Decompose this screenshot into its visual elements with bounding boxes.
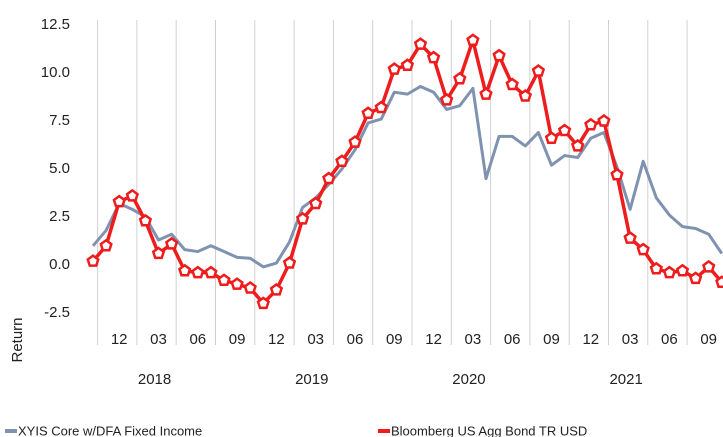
x-tick-label: 06 — [189, 331, 206, 348]
x-tick-label: 06 — [347, 331, 364, 348]
y-tick-label: 10.0 — [41, 64, 70, 81]
marker — [348, 135, 362, 148]
x-tick-label: 12 — [425, 331, 442, 348]
marker — [361, 106, 375, 120]
marker — [243, 280, 257, 294]
marker — [688, 271, 703, 285]
x-tick-label: 03 — [622, 331, 639, 348]
marker — [400, 58, 415, 72]
marker — [439, 92, 454, 106]
marker — [138, 213, 153, 227]
marker — [479, 87, 493, 100]
marker — [125, 188, 140, 202]
series-line — [91, 84, 723, 269]
legend-label: Bloomberg US Agg Bond TR USD — [391, 423, 587, 437]
x-tick-label: 09 — [543, 331, 560, 348]
marker — [99, 238, 113, 252]
marker — [282, 256, 297, 269]
marker — [374, 100, 388, 114]
marker — [597, 113, 611, 127]
marker — [191, 265, 205, 279]
marker — [308, 196, 323, 210]
marker — [204, 265, 218, 279]
legend-label: XYIS Core w/DFA Fixed Income — [18, 423, 202, 437]
marker — [557, 123, 572, 137]
x-tick-label: 12 — [268, 331, 285, 348]
marker — [295, 211, 310, 225]
marker — [623, 231, 637, 244]
marker — [662, 265, 677, 279]
marker — [230, 277, 244, 290]
marker — [570, 138, 585, 152]
marker — [610, 167, 624, 181]
x-tick-label: 03 — [150, 331, 167, 348]
y-tick-label: -2.5 — [44, 304, 70, 321]
x-tick-label: 09 — [700, 331, 717, 348]
marker — [505, 77, 519, 91]
x-tick-label: 06 — [661, 331, 678, 348]
x-tick-label: 12 — [111, 331, 128, 348]
y-tick-label: 7.5 — [49, 112, 70, 129]
marker — [112, 194, 126, 208]
x-tick-label: 12 — [582, 331, 599, 348]
marker — [701, 259, 716, 273]
marker — [584, 117, 598, 131]
marker — [675, 263, 690, 277]
marker — [217, 273, 231, 287]
x-tick-label: 09 — [229, 331, 246, 348]
marker — [649, 261, 664, 275]
y-tick-label: 2.5 — [49, 208, 70, 225]
marker — [151, 246, 166, 260]
marker — [413, 37, 428, 50]
marker — [322, 171, 336, 185]
marker — [715, 275, 723, 288]
y-tick-label: 12.5 — [41, 16, 70, 33]
marker — [387, 62, 402, 75]
y-tick-label: 5.0 — [49, 160, 70, 177]
marker — [518, 88, 533, 102]
year-label: 2021 — [609, 371, 642, 388]
marker — [164, 236, 179, 250]
marker — [492, 48, 506, 62]
series-line — [91, 38, 723, 306]
y-tick-label: 0.0 — [49, 256, 70, 273]
marker — [269, 282, 284, 296]
year-label: 2018 — [138, 371, 171, 388]
marker — [453, 71, 467, 85]
marker — [466, 33, 480, 47]
x-tick-label: 06 — [504, 331, 521, 348]
marker — [256, 296, 271, 310]
marker — [86, 254, 100, 267]
marker — [544, 131, 559, 144]
x-tick-label: 09 — [386, 331, 403, 348]
y-axis-label: Return — [9, 317, 26, 362]
year-label: 2019 — [295, 371, 328, 388]
year-label: 2020 — [452, 371, 485, 388]
marker — [177, 263, 192, 277]
x-tick-label: 03 — [307, 331, 324, 348]
marker — [531, 64, 546, 77]
marker — [636, 242, 650, 256]
marker — [335, 154, 349, 168]
marker — [426, 50, 441, 64]
x-tick-label: 03 — [465, 331, 482, 348]
